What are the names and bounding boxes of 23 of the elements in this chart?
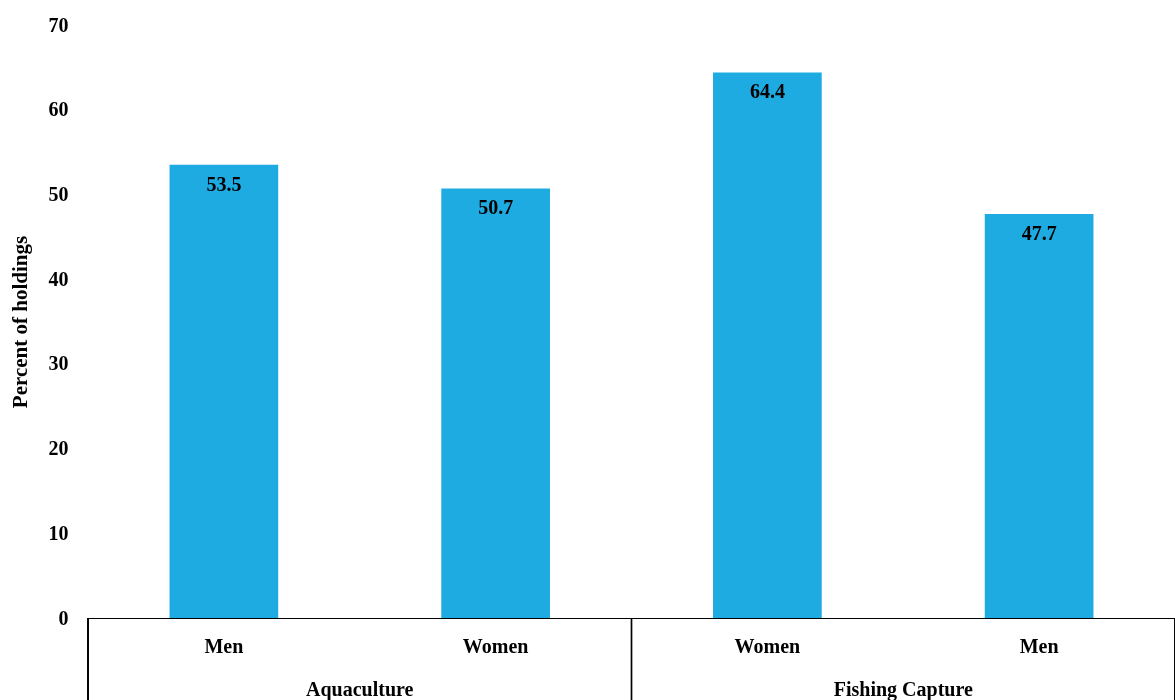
x-tick-label: Men — [1019, 634, 1059, 657]
x-tick-label: Women — [462, 634, 529, 657]
y-tick-label: 30 — [48, 352, 69, 375]
bar — [169, 164, 279, 618]
y-tick-label: 50 — [48, 182, 69, 205]
y-tick-label: 0 — [58, 606, 69, 629]
bar — [984, 213, 1094, 618]
data-label: 47.7 — [1021, 221, 1057, 244]
y-tick-label: 40 — [48, 267, 69, 290]
bar — [441, 188, 550, 618]
data-label: 50.7 — [478, 196, 514, 219]
data-label: 53.5 — [206, 172, 242, 195]
x-tick-label: Women — [734, 634, 801, 657]
y-tick-label: 60 — [48, 98, 69, 121]
data-label: 64.4 — [749, 80, 785, 103]
text: Aquaculture — [306, 678, 414, 700]
text: Fishing Capture — [833, 678, 973, 700]
bar — [713, 72, 822, 618]
y-tick-label: 70 — [48, 13, 69, 36]
y-tick-label: 10 — [48, 521, 69, 544]
y-tick-label: 20 — [48, 437, 69, 460]
y-axis-title: Percent of holdings — [7, 235, 32, 409]
x-tick-label: Men — [204, 634, 244, 657]
